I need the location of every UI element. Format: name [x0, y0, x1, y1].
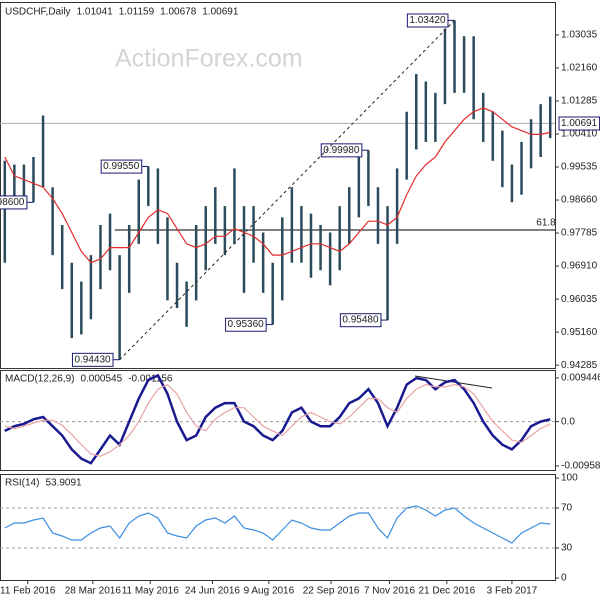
- y-tick-label: 0.99535: [561, 162, 598, 173]
- annotation-box: [406, 13, 449, 28]
- y-tick-label: 1.01285: [561, 96, 598, 107]
- y-tick-label: 70: [561, 503, 573, 514]
- panel-legend: 1.00691: [202, 7, 239, 18]
- annotation-box: [100, 159, 143, 174]
- annotation-label: 0.94430: [74, 354, 111, 365]
- y-tick-label: 0.95160: [561, 327, 598, 338]
- last-price-label: 1.00691: [561, 118, 598, 129]
- x-tick-label: 21 Dec 2016: [419, 586, 476, 597]
- annotation-box: [71, 352, 114, 367]
- annotation-label: 0.99980: [323, 145, 360, 156]
- rsi-panel: [0, 474, 556, 581]
- annotation-label: 0.99550: [103, 161, 140, 172]
- annotation-box: [225, 317, 267, 332]
- panel-legend: USDCHF,Daily: [5, 7, 71, 18]
- y-tick-label: 0.96910: [561, 261, 598, 272]
- annotation-box: [339, 313, 382, 328]
- panel-legend: RSI(14): [5, 478, 39, 489]
- panel-legend: 1.00678: [160, 7, 197, 18]
- annotation-box: [0, 195, 28, 210]
- annotation-box: [320, 143, 363, 158]
- x-tick-label: 11 May 2016: [122, 586, 180, 597]
- panel-legend: 0.000545: [80, 374, 122, 385]
- y-tick-label: 0.98660: [561, 195, 598, 206]
- y-tick-label: 1.02160: [561, 63, 598, 74]
- x-tick-label: 28 Mar 2016: [65, 586, 122, 597]
- x-tick-label: 11 Feb 2016: [0, 586, 56, 597]
- x-tick-label: 22 Sep 2016: [303, 586, 360, 597]
- panel-legend: MACD(12,26,9): [5, 374, 74, 385]
- panel-legend: 1.01159: [119, 7, 155, 18]
- indicator-line: [4, 383, 551, 457]
- y-tick-label: 0.96035: [561, 294, 598, 305]
- indicator-line: [4, 505, 551, 544]
- moving-average: [4, 107, 551, 264]
- y-tick-label: 0.97785: [561, 228, 598, 239]
- x-tick-label: 3 Feb 2017: [487, 586, 538, 597]
- y-tick-label: -0.009588: [561, 461, 600, 472]
- annotation-label: 1.03420: [409, 15, 446, 26]
- annotation-label: 0.95360: [228, 319, 265, 330]
- annotation-label: 0.98600: [0, 197, 25, 208]
- x-tick-label: 7 Nov 2016: [364, 586, 416, 597]
- y-tick-label: 1.03035: [561, 30, 598, 41]
- y-tick-label: 0.009446: [561, 373, 600, 384]
- watermark: ActionForex.com: [115, 45, 303, 73]
- y-tick-label: 0: [561, 573, 567, 584]
- y-tick-label: 100: [561, 473, 578, 484]
- y-tick-label: 0.0: [561, 416, 575, 427]
- panel-legend: 1.01041: [77, 7, 114, 18]
- macd-panel: [0, 370, 556, 471]
- fib-label: 61.8: [536, 218, 556, 229]
- y-tick-label: 30: [561, 543, 573, 554]
- y-tick-label: 1.00410: [561, 129, 598, 140]
- trend-line: [119, 20, 455, 361]
- panel-legend: 53.9091: [45, 478, 82, 489]
- annotation-label: 0.95480: [342, 315, 379, 326]
- x-tick-label: 24 Jun 2016: [185, 586, 240, 597]
- x-tick-label: 9 Aug 2016: [244, 586, 295, 597]
- y-tick-label: 0.94285: [561, 360, 598, 371]
- price-panel: [0, 2, 556, 369]
- indicator-line: [4, 373, 551, 465]
- divergence-line: [414, 375, 493, 389]
